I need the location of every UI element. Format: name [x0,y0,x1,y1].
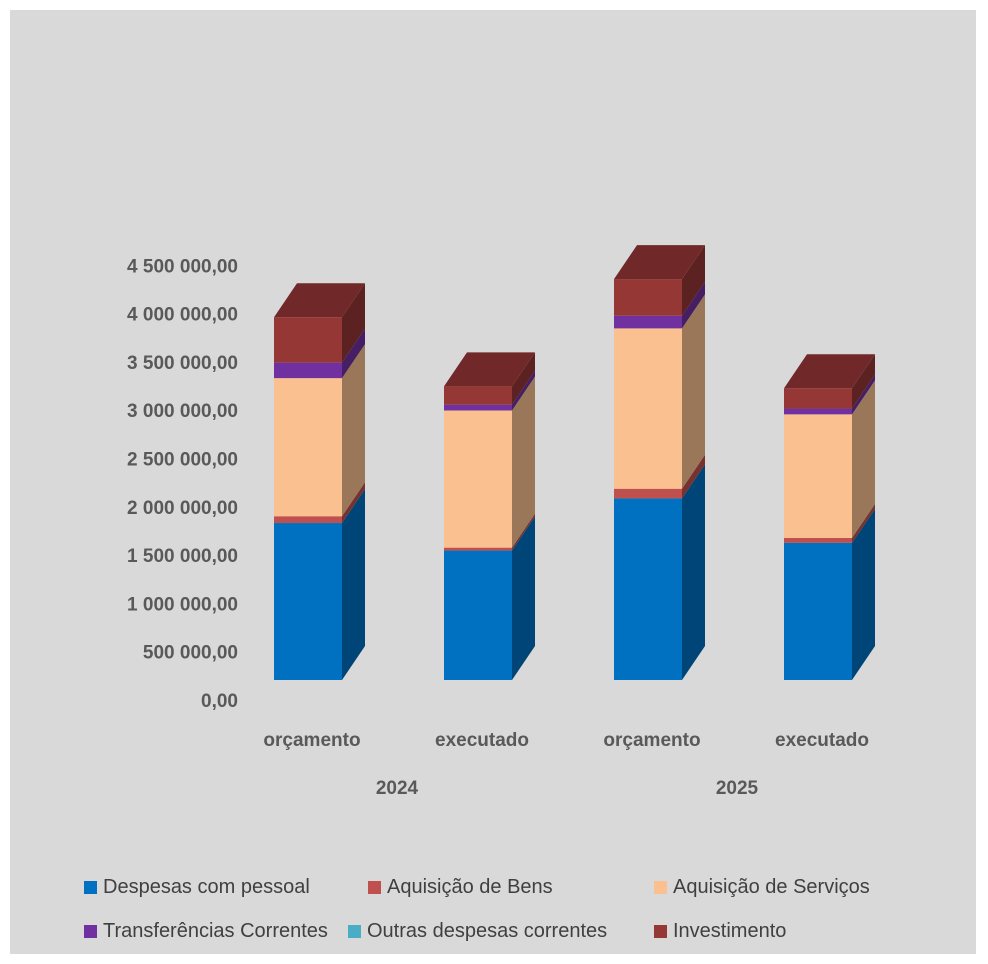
bar-side-transferencias-correntes [512,370,535,411]
legend-row: Despesas com pessoal Aquisição de Bens A… [84,876,984,920]
bar-side-aquisicao-de-bens [342,482,365,524]
legend-label: Transferências Correntes [103,920,328,942]
y-tick-label: 1 500 000,00 [127,546,238,567]
legend: Despesas com pessoal Aquisição de Bens A… [84,876,984,964]
bar-side-transferencias-correntes [682,281,705,329]
x-group-label: 2024 [376,778,419,799]
y-tick-label: 500 000,00 [143,643,238,664]
bar-segment-investimento [784,388,852,409]
legend-item-aquisicao-de-servicos: Aquisição de Serviços [654,876,870,899]
bar-side-despesas-com-pessoal [682,464,705,680]
x-group-label: 2025 [716,778,759,799]
legend-swatch [348,925,361,938]
bar-segment-aquisicao-de-bens [614,488,682,499]
chart-area: 0,00 500 000,00 1 000 000,00 1 500 000,00 2 … [10,10,976,954]
x-category-label: executado [775,730,869,751]
bar-segment-transferencias-correntes [784,408,852,415]
y-tick-label: 4 500 000,00 [127,256,238,277]
y-tick-label: 1 000 000,00 [127,594,238,615]
legend-label: Aquisição de Bens [387,876,553,898]
bar-segment-aquisicao-de-servicos [274,378,342,517]
legend-item-aquisicao-de-bens: Aquisição de Bens [368,876,553,899]
bar-segment-aquisicao-de-bens [274,516,342,524]
bar-side-despesas-com-pessoal [852,508,875,680]
y-tick-label: 3 500 000,00 [127,353,238,374]
legend-item-investimento: Investimento [654,920,786,943]
bar-side-transferencias-correntes [852,374,875,415]
bar-side-aquisicao-de-servicos [512,376,535,548]
legend-label: Investimento [673,920,787,942]
legend-swatch [654,925,667,938]
y-axis: 0,00 500 000,00 1 000 000,00 1 500 000,00 2 … [127,256,238,712]
bar-side-investimento [342,283,365,363]
legend-item-despesas-com-pessoal: Despesas com pessoal [84,876,310,899]
bar-segment-investimento [614,279,682,316]
y-tick-label: 3 000 000,00 [127,401,238,422]
y-tick-label: 0,00 [201,691,238,712]
bar-side-investimento [512,352,535,405]
legend-row: Transferências Correntes Outras despesas… [84,920,984,964]
bar-side-transferencias-correntes [342,328,365,379]
bar-side-aquisicao-de-bens [682,454,705,499]
x-category-label: executado [435,730,529,751]
x-category-label: orçamento [263,730,360,751]
bar-segment-aquisicao-de-servicos [784,414,852,538]
legend-swatch [84,881,97,894]
bar-side-aquisicao-de-servicos [852,380,875,538]
bar-segment-transferencias-correntes [614,315,682,329]
legend-swatch [84,925,97,938]
bar-side-aquisicao-de-servicos [342,344,365,517]
bar-side-aquisicao-de-servicos [682,294,705,489]
bar-segment-aquisicao-de-bens [444,547,512,551]
bar-segment-despesas-com-pessoal [444,550,512,680]
bar-segment-investimento [444,386,512,405]
bar-segment-transferencias-correntes [274,362,342,379]
bar-top-investimento [784,354,875,389]
bar-segment-transferencias-correntes [444,404,512,411]
bar-segment-despesas-com-pessoal [274,523,342,680]
legend-label: Aquisição de Serviços [673,876,870,898]
legend-item-transferencias-correntes: Transferências Correntes [84,920,328,943]
bar-side-aquisicao-de-bens [852,503,875,543]
legend-item-outras-despesas-correntes: Outras despesas correntes [348,920,607,943]
y-tick-label: 4 000 000,00 [127,305,238,326]
y-tick-label: 2 500 000,00 [127,450,238,471]
x-category-label: orçamento [603,730,700,751]
bar-side-aquisicao-de-bens [512,513,535,551]
bar-top-investimento [614,245,705,280]
bar-segment-aquisicao-de-bens [784,537,852,543]
bar-segment-despesas-com-pessoal [614,498,682,680]
bar-top-investimento [444,352,535,387]
stacked-bar-chart: 0,00 500 000,00 1 000 000,00 1 500 000,00 2 … [127,245,875,799]
bar-side-despesas-com-pessoal [512,516,535,680]
x-axis: orçamento executado orçamento executado 2024… [263,730,869,799]
bar-segment-aquisicao-de-servicos [614,328,682,489]
legend-swatch [654,881,667,894]
bar-segment-aquisicao-de-servicos [444,410,512,548]
bar-segment-despesas-com-pessoal [784,542,852,680]
legend-label: Despesas com pessoal [103,876,310,898]
legend-swatch [368,881,381,894]
bar-top-investimento [274,283,365,318]
bar-side-despesas-com-pessoal [342,489,365,680]
legend-label: Outras despesas correntes [367,920,608,942]
bar-side-investimento [852,354,875,409]
y-tick-label: 2 000 000,00 [127,498,238,519]
bars [274,245,875,680]
bar-side-investimento [682,245,705,316]
bar-segment-investimento [274,317,342,363]
